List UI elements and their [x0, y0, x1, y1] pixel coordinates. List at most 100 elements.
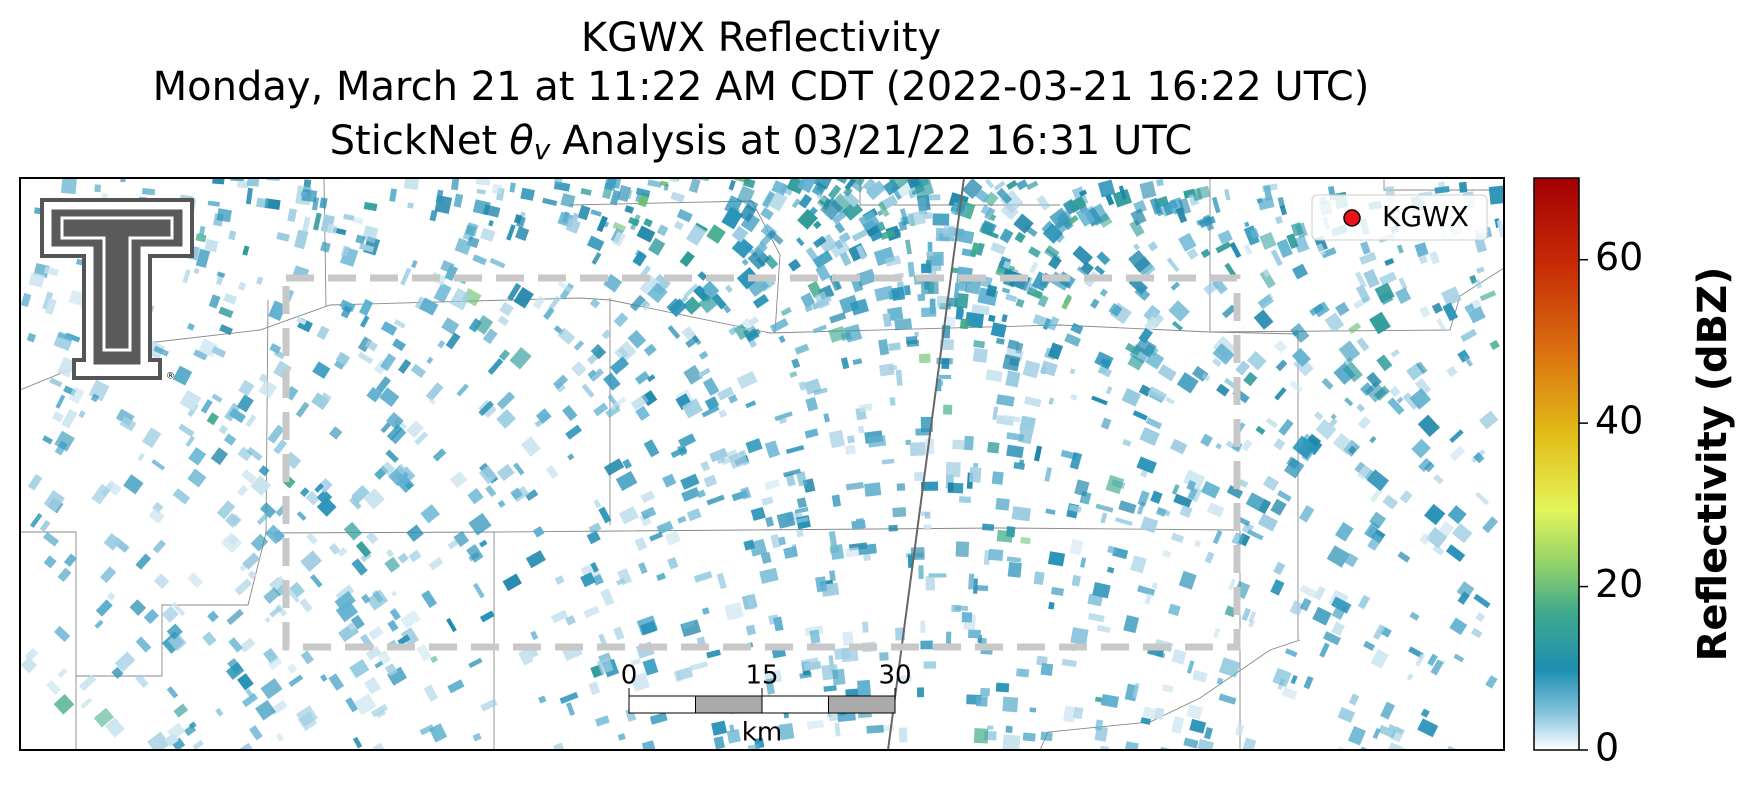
echo	[449, 287, 472, 311]
echo	[465, 222, 479, 237]
echo	[984, 207, 996, 221]
echo	[335, 600, 359, 623]
echo	[1096, 251, 1111, 266]
echo	[1186, 480, 1197, 491]
echo	[264, 616, 271, 623]
echo	[1132, 682, 1140, 699]
echo	[1000, 202, 1019, 221]
echo	[679, 250, 695, 268]
echo	[830, 544, 845, 560]
echo	[387, 619, 399, 632]
echo	[1178, 197, 1192, 215]
echo	[770, 534, 781, 549]
echo	[783, 546, 799, 559]
echo	[488, 220, 494, 227]
echo	[557, 281, 572, 293]
echo	[1020, 536, 1031, 545]
echo	[226, 608, 244, 626]
echo	[1234, 723, 1245, 737]
echo	[649, 712, 668, 725]
analysis-domain	[282, 274, 1241, 651]
echo	[204, 238, 219, 253]
echo	[1331, 596, 1352, 614]
echo	[1142, 706, 1158, 720]
echo	[1047, 551, 1066, 567]
echo	[287, 588, 300, 603]
echo	[640, 490, 656, 504]
echo	[1076, 266, 1089, 277]
echo	[674, 666, 694, 682]
echo	[516, 215, 526, 228]
echo	[840, 357, 850, 370]
echo	[1024, 396, 1042, 408]
echo	[1171, 716, 1185, 734]
echo	[545, 464, 559, 479]
echo	[538, 695, 547, 704]
legend-label: KGWX	[1382, 200, 1469, 233]
echo	[894, 228, 902, 237]
echo	[264, 198, 281, 210]
echo	[473, 582, 485, 599]
echo	[963, 435, 974, 451]
echo	[148, 508, 165, 524]
echo	[1369, 511, 1387, 529]
echo	[361, 225, 379, 244]
echo	[630, 658, 642, 666]
echo	[1451, 523, 1473, 544]
echo	[988, 314, 996, 323]
echo	[643, 439, 660, 458]
echo	[1276, 238, 1293, 259]
echo	[815, 264, 831, 282]
echo	[643, 218, 653, 228]
echo	[1272, 667, 1292, 688]
echo	[1275, 359, 1288, 372]
echo	[560, 193, 576, 208]
echo	[432, 448, 447, 462]
echo	[1132, 410, 1148, 421]
echo	[1309, 303, 1325, 317]
echo	[105, 480, 122, 496]
echo	[745, 624, 757, 636]
echo	[1366, 371, 1382, 388]
echo	[1106, 566, 1115, 574]
echo	[809, 629, 821, 644]
echo	[983, 191, 999, 207]
echo	[791, 198, 801, 209]
echo	[256, 510, 272, 526]
echo	[670, 191, 685, 203]
echo	[384, 556, 401, 573]
echo	[726, 728, 741, 744]
echo	[207, 610, 219, 623]
echo	[487, 358, 504, 375]
echo	[1161, 684, 1174, 693]
echo	[888, 178, 911, 191]
echo	[1228, 578, 1237, 591]
echo	[1011, 506, 1032, 522]
echo	[1369, 487, 1383, 503]
echo	[1006, 432, 1025, 442]
echo	[736, 185, 755, 206]
echo	[636, 225, 656, 243]
scale-segment	[828, 695, 896, 714]
echo	[472, 254, 487, 266]
echo	[472, 732, 482, 742]
echo	[1482, 516, 1499, 534]
echo	[543, 307, 555, 320]
echo	[1414, 242, 1429, 258]
echo	[689, 661, 709, 671]
colorbar-tick-label: 0	[1595, 726, 1619, 770]
echo	[1379, 271, 1397, 286]
echo	[206, 412, 219, 426]
echo	[289, 581, 305, 598]
echo	[57, 567, 72, 583]
echo	[1047, 316, 1060, 331]
echo	[989, 214, 997, 222]
echo	[635, 405, 650, 421]
echo	[1396, 396, 1404, 404]
echo	[311, 392, 330, 410]
echo	[509, 182, 516, 193]
echo	[1127, 354, 1145, 371]
echo	[450, 178, 460, 191]
echo	[703, 474, 718, 488]
echo	[553, 742, 566, 750]
